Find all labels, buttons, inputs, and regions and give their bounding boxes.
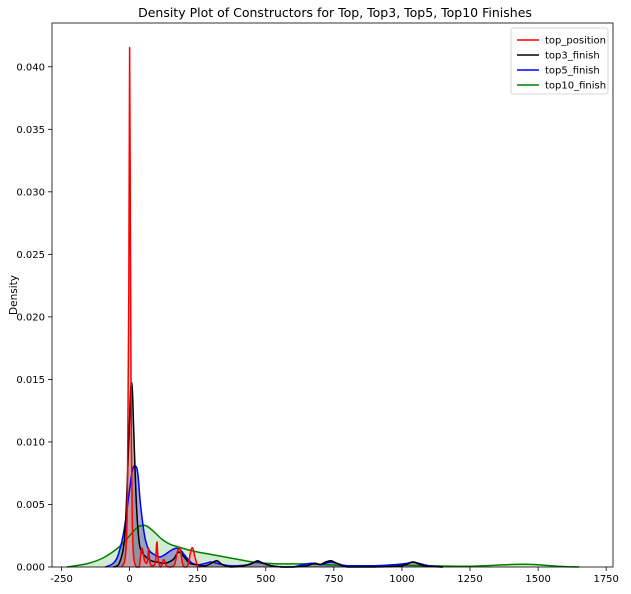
- y-axis-label: Density: [8, 275, 20, 315]
- density-line-top10_finish: [66, 524, 579, 568]
- legend-box: [510, 27, 609, 95]
- y-tick-label: 0.015: [16, 375, 45, 386]
- x-tick-label: 500: [256, 574, 275, 585]
- x-tick-label: -250: [50, 574, 73, 585]
- x-axis: -250 0 250 500 750 1000 1250 1500 1750: [50, 567, 619, 585]
- y-axis: 0.000 0.005 0.010 0.015 0.020 0.025 0.030 0.035…: [16, 62, 52, 574]
- y-tick-label: 0.040: [16, 62, 45, 73]
- plot-frame: [51, 22, 614, 568]
- density-line-top3_finish: [112, 381, 443, 568]
- y-tick-label: 0.035: [16, 125, 45, 136]
- y-tick-label: 0.030: [16, 187, 45, 198]
- legend: top_position top3_finish top5_finish top10_…: [510, 27, 609, 95]
- legend-label-top5_finish: top5_finish: [545, 66, 600, 77]
- y-tick-label: 0.010: [16, 437, 45, 448]
- y-tick-label: 0.005: [16, 500, 45, 511]
- y-tick-label: 0.020: [16, 312, 45, 323]
- x-tick-label: 1000: [389, 574, 414, 585]
- legend-label-top3_finish: top3_finish: [545, 51, 600, 62]
- legend-label-top10_finish: top10_finish: [545, 81, 606, 92]
- x-tick-label: 1250: [457, 574, 482, 585]
- chart-title: Density Plot of Constructors for Top, To…: [138, 5, 532, 20]
- x-tick-label: 750: [324, 574, 343, 585]
- y-tick-label: 0.000: [16, 563, 45, 574]
- x-tick-label: 1750: [593, 574, 618, 585]
- density-fill-top_position: [121, 47, 201, 568]
- y-tick-label: 0.025: [16, 250, 45, 261]
- x-tick-label: 0: [126, 574, 132, 585]
- legend-label-top_position: top_position: [545, 36, 606, 47]
- x-tick-label: 250: [188, 574, 207, 585]
- x-tick-label: 1500: [525, 574, 550, 585]
